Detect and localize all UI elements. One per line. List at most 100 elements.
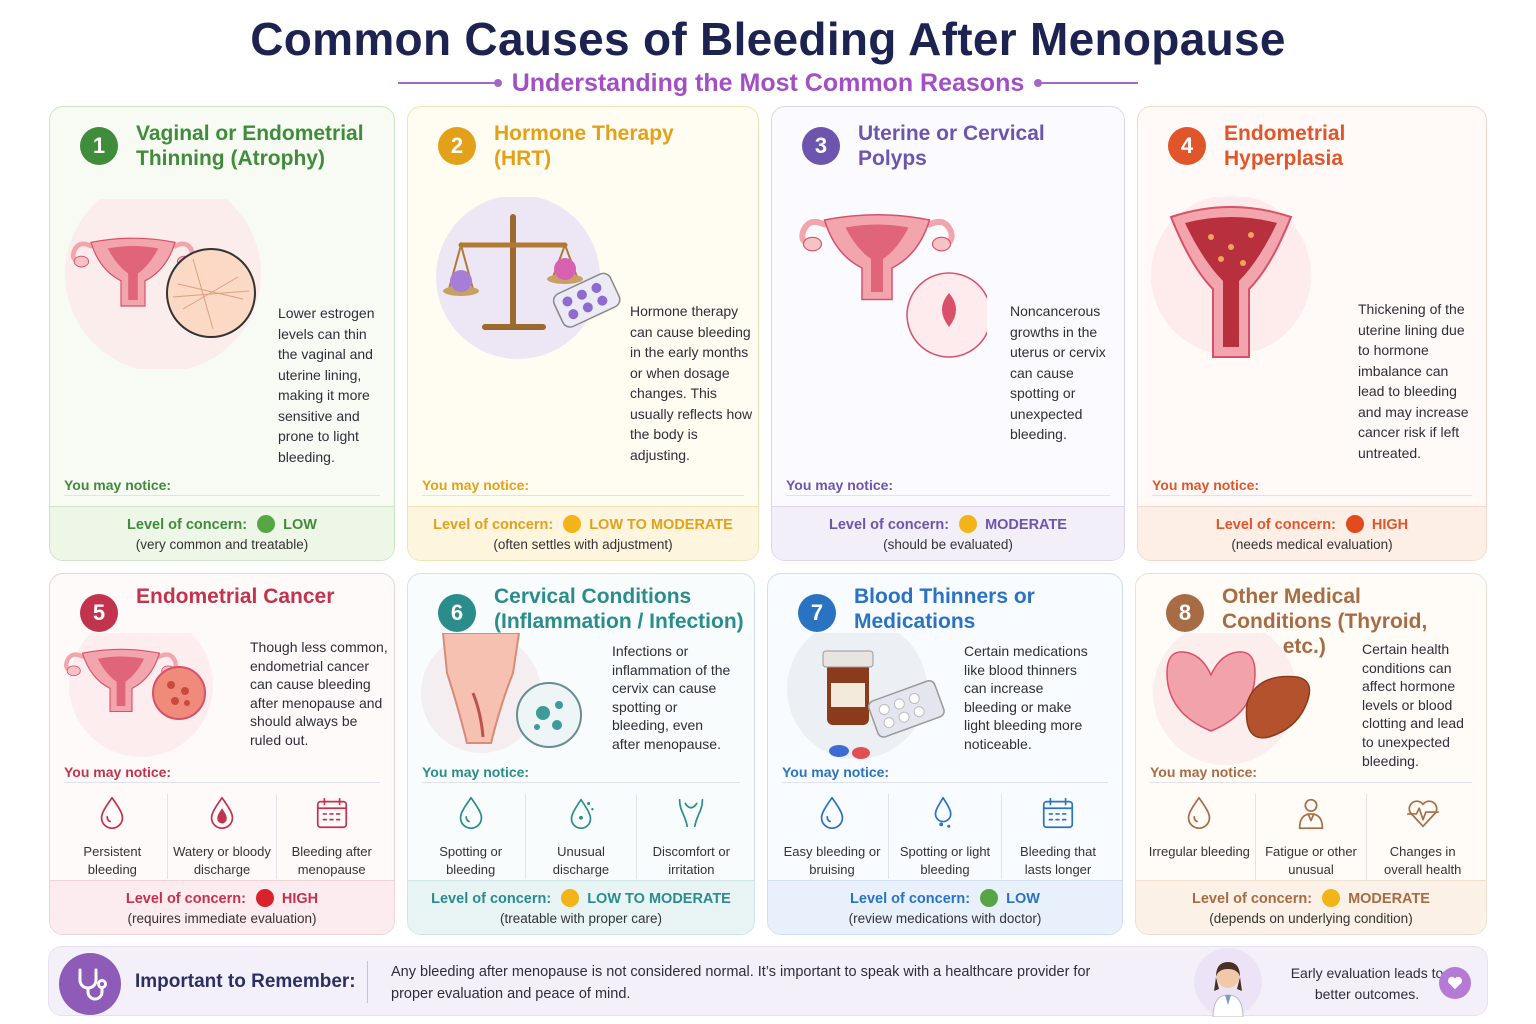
- notice-label: You may notice:: [422, 764, 530, 780]
- cause-title: Endometrial Cancer: [136, 585, 335, 608]
- concern-label: Level of concern:: [829, 517, 950, 533]
- cause-number-badge: 6: [438, 594, 476, 632]
- concern-level-row: Level of concern: LOW: [50, 515, 394, 533]
- symptom-item: Unusual discharge: [526, 794, 637, 879]
- subtitle-divider-right: [1034, 79, 1139, 87]
- concern-note: (very common and treatable): [135, 537, 309, 552]
- concern-panel: Level of concern: HIGH (needs medical eva…: [1138, 506, 1486, 560]
- concern-dot-icon: [980, 889, 999, 907]
- notice-label: You may notice:: [64, 764, 172, 780]
- symptom-text: Light spotting after menopause: [172, 560, 273, 561]
- pelvis-icon: [672, 794, 710, 843]
- illustration-3: [799, 214, 992, 358]
- cause-description: Certain health conditions can affect hor…: [1362, 641, 1464, 769]
- symptom-text: Bleeding after menopause: [291, 844, 372, 877]
- concern-panel: Level of concern: LOW (review medications…: [768, 880, 1122, 934]
- concern-label: Level of concern:: [1192, 891, 1313, 907]
- cause-illustration: [433, 195, 633, 372]
- concern-panel: Level of concern: MODERATE (depends on un…: [1136, 880, 1486, 934]
- concern-label: Level of concern:: [850, 891, 971, 907]
- illustration-1: [65, 176, 261, 372]
- cause-description: Infections or inflammation of the cervix…: [612, 643, 731, 752]
- symptom-text: Heavier than usual bleeding: [1372, 560, 1474, 561]
- concern-note: (requires immediate evaluation): [127, 911, 317, 926]
- droplet-icon: [813, 794, 851, 843]
- symptom-item: Persistent bleeding: [58, 794, 168, 879]
- cause-description: Hormone therapy can cause bleeding in th…: [630, 303, 753, 463]
- discharge-icon: [562, 794, 600, 843]
- droplet-icon: [1180, 794, 1218, 843]
- concern-dot-icon: [255, 889, 274, 907]
- cause-description: Certain medications like blood thinners …: [964, 643, 1088, 752]
- concern-note: (needs medical evaluation): [1231, 537, 1393, 552]
- concern-level: MODERATE: [985, 517, 1067, 533]
- cause-description: Lower estrogen levels can thin the vagin…: [278, 305, 375, 465]
- concern-dot-icon: [257, 515, 276, 533]
- cause-card-6: 6 Cervical Conditions (Inflammation / In…: [407, 573, 755, 935]
- notice-label: You may notice:: [64, 477, 172, 493]
- notice-divider: [64, 782, 380, 783]
- symptom-text: Bleeding after menopause: [1009, 560, 1112, 561]
- stethoscope-icon: [59, 953, 121, 1015]
- concern-panel: Level of concern: LOW TO MODERATE (often …: [408, 506, 758, 560]
- cause-card-4: 4 Endometrial Hyperplasia Thickening of …: [1137, 106, 1487, 561]
- symptom-item: Changes in overall health: [1367, 794, 1478, 897]
- cause-illustration: [1147, 621, 1347, 808]
- notice-divider: [64, 495, 380, 496]
- spotting-icon: [926, 794, 964, 843]
- symptom-text: Light or irregular spotting: [420, 560, 523, 561]
- symptom-list: Persistent bleeding Watery or bloody dis…: [58, 794, 386, 879]
- cause-number-badge: 1: [80, 127, 118, 165]
- concern-dot-icon: [561, 889, 580, 907]
- symptom-item: Bleeding that lasts longer: [1002, 794, 1114, 879]
- symptom-list: Spotting or bleeding Unusual discharge D…: [416, 794, 746, 879]
- symptom-item: Discomfort or irritation: [637, 794, 746, 879]
- illustration-2: [436, 195, 621, 359]
- symptom-item: Easy bleeding or bruising: [776, 794, 889, 879]
- cause-illustration: [63, 176, 263, 374]
- concern-note: (review medications with doctor): [848, 911, 1042, 926]
- concern-label: Level of concern:: [431, 891, 552, 907]
- cause-card-1: 1 Vaginal or Endometrial Thinning (Atrop…: [49, 106, 395, 561]
- symptom-item: Irregular bleeding: [1144, 794, 1256, 897]
- cause-number-badge: 3: [802, 127, 840, 165]
- droplet-icon: [452, 794, 490, 843]
- cause-title: Other Medical Conditions (Thyroid, Liver…: [1222, 585, 1428, 658]
- concern-note: (depends on underlying condition): [1209, 911, 1413, 926]
- notice-divider: [422, 782, 740, 783]
- cause-description: Noncancerous growths in the uterus or ce…: [1010, 303, 1106, 442]
- notice-label: You may notice:: [422, 477, 530, 493]
- cause-card-7: 7 Blood Thinners or Medications Certain …: [767, 573, 1123, 935]
- cause-title: Cervical Conditions (Inflammation / Infe…: [494, 585, 744, 633]
- doctor-icon: [1193, 947, 1263, 1018]
- concern-level: LOW TO MODERATE: [589, 517, 733, 533]
- subtitle-divider-left: [397, 79, 502, 87]
- blood-drop-icon: [203, 794, 241, 843]
- cause-number-badge: 2: [438, 127, 476, 165]
- notice-divider: [1152, 495, 1472, 496]
- cause-card-8: 8 Other Medical Conditions (Thyroid, Liv…: [1135, 573, 1487, 935]
- concern-dot-icon: [1322, 889, 1341, 907]
- cause-number-badge: 8: [1166, 594, 1204, 632]
- cause-illustration: [787, 197, 992, 372]
- symptom-text: Unusual discharge: [552, 844, 610, 877]
- symptom-text: Discomfort or irritation: [652, 844, 730, 877]
- symptom-text: Spotting between years: [784, 560, 887, 561]
- subtitle-row: Understanding the Most Common Reasons: [0, 66, 1536, 100]
- symptom-text: Persistent bleeding: [83, 844, 142, 877]
- illustration-8: [1153, 621, 1311, 765]
- symptom-text: Watery or bloody discharge: [173, 844, 271, 877]
- concern-panel: Level of concern: LOW (very common and tr…: [50, 506, 394, 560]
- reminder-divider: [367, 961, 368, 1003]
- concern-level: HIGH: [281, 891, 319, 907]
- notice-label: You may notice:: [1150, 764, 1258, 780]
- cause-illustration: [1151, 195, 1351, 372]
- page-title: Common Causes of Bleeding After Menopaus…: [250, 13, 1286, 65]
- notice-divider: [422, 495, 744, 496]
- symptom-text: Bleeding after starting or adjusting HRT: [532, 560, 635, 561]
- concern-level-row: Level of concern: HIGH: [1138, 515, 1486, 533]
- symptom-item: Bleeding after menopause: [277, 794, 386, 879]
- symptom-text: Heavier or unexpected bleeding: [896, 560, 999, 561]
- notice-label: You may notice:: [1152, 477, 1260, 493]
- symptom-item: Spotting or bleeding: [416, 794, 527, 879]
